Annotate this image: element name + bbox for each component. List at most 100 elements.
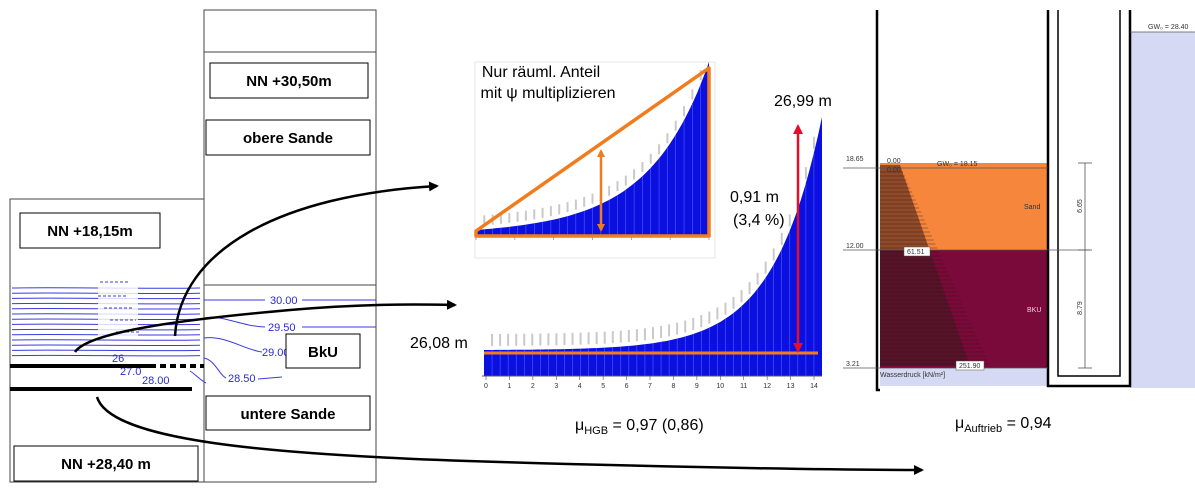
wall-u-profile	[1046, 10, 1132, 388]
nn-bottom-box	[13, 445, 199, 482]
small-chart-value-mark	[683, 106, 686, 117]
zero-a: 0.00	[887, 158, 901, 165]
small-chart-value-mark	[666, 133, 669, 144]
value-6151-box	[903, 246, 931, 257]
main-chart-value-mark	[684, 320, 687, 333]
main-chart-delta-percent: (3,4 %)	[733, 212, 785, 229]
small-chart-annotation-2: mit ψ multiplizieren	[481, 85, 616, 102]
nn-upper-box	[209, 62, 369, 99]
main-chart-value-mark	[579, 332, 582, 345]
water-bottom	[880, 368, 1048, 386]
contour-label-27: 27.0	[120, 366, 141, 378]
main-chart-value-mark	[740, 290, 743, 303]
main-chart-value-mark	[555, 333, 558, 346]
main-chart-value-labels	[491, 136, 815, 346]
contour-label-29: 29.00	[262, 347, 290, 359]
main-chart-value-mark	[603, 331, 606, 344]
main-chart-top-value: 26,99 m	[774, 93, 832, 110]
small-chart-value-mark	[566, 202, 569, 213]
small-chart: Nur räuml. Anteil mit ψ multiplizieren	[474, 61, 716, 259]
small-chart-value-mark	[549, 206, 552, 217]
main-chart-value-mark	[676, 322, 679, 335]
main-chart-tick-label: 2	[531, 383, 535, 390]
main-chart-value-mark	[724, 302, 727, 315]
small-chart-value-mark	[658, 144, 661, 155]
small-chart-value-mark	[508, 212, 511, 223]
main-chart-value-mark	[700, 315, 703, 328]
small-chart-value-mark	[616, 181, 619, 192]
arrow-to-main-chart	[73, 299, 457, 353]
small-chart-value-mark	[691, 89, 694, 100]
main-chart-tick-label: 3	[554, 383, 558, 390]
bku-label: BkU	[308, 344, 338, 361]
main-chart-value-mark	[515, 333, 518, 346]
small-chart-value-mark	[541, 207, 544, 218]
main-chart-area	[484, 117, 822, 376]
contour-line	[11, 344, 201, 346]
contour-label-28: 28.00	[142, 375, 170, 387]
main-chart-value-mark	[748, 282, 751, 295]
gw-top-label: GW₀ = 28.40	[1148, 24, 1189, 31]
level-1200: 12.00	[846, 243, 864, 250]
contour-line	[11, 349, 201, 352]
main-chart-value-mark	[716, 307, 719, 320]
value-6151: 61.51	[907, 249, 925, 256]
small-chart-value-mark	[591, 193, 594, 204]
main-chart-value-mark	[732, 296, 735, 309]
main-chart-value-mark	[812, 136, 815, 149]
main-chart-value-mark	[531, 333, 534, 346]
small-chart-value-mark	[649, 153, 652, 164]
level-321: 3.21	[846, 361, 860, 368]
untere-sande-label: untere Sande	[240, 406, 335, 423]
main-chart-value-mark	[491, 333, 494, 346]
main-chart-value-mark	[635, 329, 638, 342]
wasserdruck-label: Wasserdruck [kN/m²]	[880, 372, 945, 379]
obere-sande-box	[205, 119, 371, 156]
main-chart-value-mark	[539, 333, 542, 346]
main-chart-tick-label: 10	[716, 383, 724, 390]
main-chart-bottom-value: 26,08 m	[410, 335, 468, 352]
bku-box	[285, 333, 361, 369]
main-chart-value-mark	[804, 167, 807, 180]
main-chart-value-mark	[571, 332, 574, 345]
main-chart-tick-label: 11	[740, 383, 747, 390]
main-chart-tick-label: 5	[601, 383, 605, 390]
contour-label-29-5: 29.50	[268, 322, 296, 334]
contour-label-30: 30.00	[270, 295, 298, 307]
arrow-to-small-chart	[173, 181, 439, 337]
main-chart-tick-label: 9	[695, 383, 699, 390]
main-chart-value-mark	[611, 331, 614, 344]
main-chart-value-mark	[595, 332, 598, 345]
wall-u-inner	[1057, 10, 1121, 377]
untere-sande-box	[205, 395, 371, 431]
contour-label-26: 26	[112, 353, 124, 365]
main-chart-value-mark	[627, 329, 630, 342]
small-chart-value-mark	[583, 196, 586, 207]
main-chart-value-mark	[507, 333, 510, 346]
obere-sande-label: obere Sande	[243, 130, 333, 147]
zero-b: 0.00	[887, 167, 901, 174]
lower-column-outline	[9, 198, 205, 483]
gw-inner-label: GW₀ = 18.15	[937, 161, 978, 168]
value-25190-box	[955, 360, 985, 371]
main-chart-delta-value: 0,91 m	[730, 189, 779, 206]
sand-label: Sand	[1024, 204, 1040, 211]
connector-arrows	[73, 181, 924, 475]
mu-hgb-formula: μHGB = 0,97 (0,86)	[575, 417, 704, 437]
main-chart-value-mark	[764, 261, 767, 274]
small-chart-value-mark	[483, 215, 486, 226]
main-chart-tick-label: 0	[484, 383, 488, 390]
small-chart-value-mark	[558, 204, 561, 215]
small-chart-value-mark	[574, 199, 577, 210]
main-chart-value-mark	[563, 333, 566, 346]
contour-line	[11, 354, 201, 357]
main-chart-value-mark	[756, 272, 759, 285]
main-chart-value-mark	[660, 325, 663, 338]
dim-879: 8.79	[1077, 301, 1084, 315]
main-chart-tick-label: 14	[810, 383, 818, 390]
dim-665: 6.65	[1077, 199, 1084, 213]
main-chart-value-mark	[587, 332, 590, 345]
main-chart-tick-label: 7	[648, 383, 652, 390]
main-chart-value-mark	[708, 311, 711, 324]
